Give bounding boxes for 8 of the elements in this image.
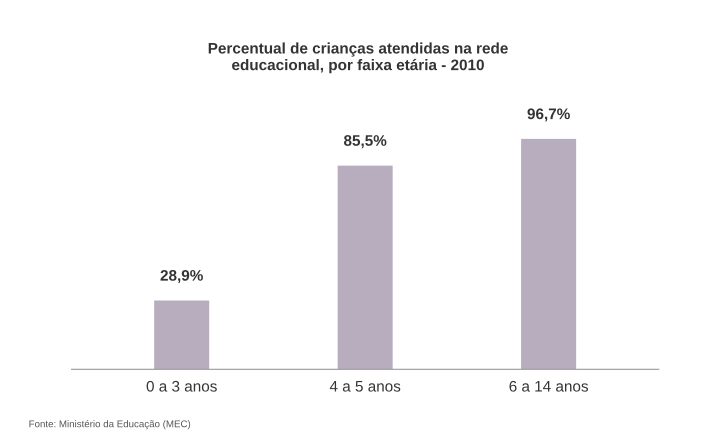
source-note: Fonte: Ministério da Educação (MEC) [29,420,190,430]
data-label: 28,9% [160,270,203,284]
chart-title: Percentual de crianças atendidas na rede educacional, por faixa etária - 2010 [208,42,508,74]
x-tick-label: 0 a 3 anos [146,380,217,392]
x-tick-label: 4 a 5 anos [330,381,400,392]
data-label: 96,7% [528,108,570,122]
x-tick-label: 6 a 14 anos [509,380,588,392]
data-label: 85,5% [344,135,386,148]
